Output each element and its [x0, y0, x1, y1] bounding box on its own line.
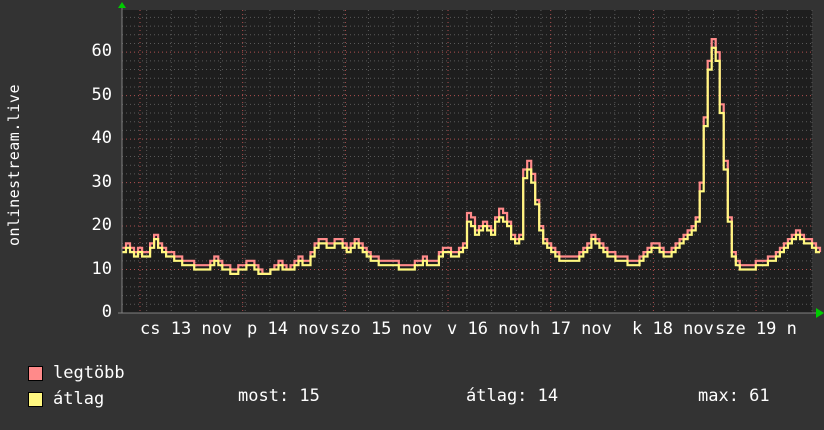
graph-legend: legtöbb átlag most: 15 átlag: 14 max: 61: [0, 358, 824, 430]
y-tick-label-60: 60: [91, 41, 112, 62]
stat-atlag: átlag: 14: [466, 386, 559, 406]
legend-swatch-atlag: [28, 391, 43, 407]
y-tick-label-30: 30: [91, 171, 112, 192]
y-tick-label-20: 20: [91, 215, 112, 236]
x-tick-label-1: p 14 nov: [247, 319, 329, 339]
y-tick-label-10: 10: [91, 258, 112, 279]
stat-most: most: 15: [238, 386, 320, 406]
y-tick-label-50: 50: [91, 84, 112, 105]
x-tick-label-2: szo 15 nov: [330, 319, 433, 339]
legend-label-legtobb: legtöbb: [53, 362, 125, 383]
legend-label-atlag: átlag: [53, 388, 105, 409]
x-axis-arrow-icon: [816, 308, 824, 318]
stat-max: max: 61: [698, 386, 770, 406]
x-tick-label-3: v 16 nov: [447, 319, 529, 339]
y-tick-label-0: 0: [101, 302, 112, 322]
legend-item-atlag[interactable]: átlag: [28, 386, 104, 412]
x-tick-label-0: cs 13 nov: [140, 319, 233, 339]
y-axis-tick-labels: 0 10 20 30 40 50 60: [52, 0, 112, 430]
legend-swatch-legtobb: [28, 365, 43, 381]
x-tick-label-5: k 18 nov: [632, 319, 714, 339]
x-tick-label-6: sze 19 n: [715, 319, 797, 339]
y-tick-label-40: 40: [91, 128, 112, 149]
series-line-atlag: [122, 46, 820, 275]
y-axis-arrow-icon: [118, 2, 126, 8]
plot-area: [122, 10, 812, 313]
legend-item-legtobb[interactable]: legtöbb: [28, 360, 125, 386]
x-tick-label-4: h 17 nov: [530, 319, 612, 339]
